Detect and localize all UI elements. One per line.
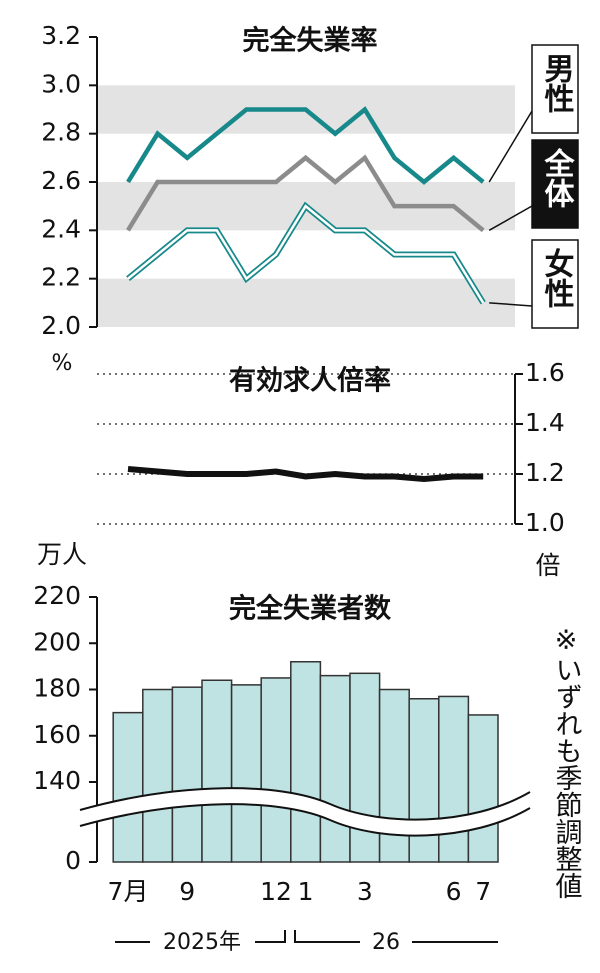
legend-box (531, 239, 579, 329)
x-tick-label: 7 (475, 877, 491, 906)
y-tick-label: 2.0 (41, 311, 81, 340)
bar (438, 695, 470, 863)
x-tick-label: 12 (260, 877, 292, 906)
y-tick-label: 180 (33, 674, 81, 703)
scale-break-edge (79, 787, 531, 821)
legend-label: 全体 (539, 147, 576, 208)
y-tick-label: 2.6 (41, 166, 81, 195)
scale-break-edge (79, 803, 531, 837)
series-line (127, 466, 484, 483)
bracket (255, 930, 286, 943)
series-line (126, 106, 485, 185)
y-tick-label: 3.0 (41, 69, 81, 98)
y-tick-label: 140 (33, 766, 81, 795)
bar (230, 684, 262, 863)
y-tick-label: 1.6 (525, 358, 565, 387)
grid-band (97, 278, 515, 327)
bar (260, 677, 292, 863)
legend-leader (489, 302, 533, 307)
x-tick-label: 3 (357, 877, 373, 906)
legend-box (531, 44, 579, 134)
x-group-label: 26 (372, 930, 400, 955)
chart-title: 完全失業者数 (229, 593, 392, 625)
chart-title: 完全失業率 (243, 25, 378, 57)
y-tick-label: 160 (33, 720, 81, 749)
year-brackets (115, 930, 498, 943)
legend-leader (488, 110, 533, 183)
bar (349, 672, 381, 863)
y-tick-label: 3.2 (41, 21, 81, 50)
bar (142, 688, 174, 863)
x-tick-label: 1 (298, 877, 314, 906)
legend-label: 男性 (539, 53, 575, 113)
y-unit: 倍 (535, 551, 560, 580)
series-line-inner (127, 204, 485, 304)
y-tick-label: 2.2 (41, 263, 81, 292)
series-line (126, 154, 485, 233)
y-tick-label: 2.4 (41, 214, 81, 243)
y-unit: 万人 (37, 540, 87, 569)
bracket (294, 930, 360, 943)
x-tick-label: 6 (446, 877, 462, 906)
bar (319, 674, 351, 863)
x-tick-label: 7月 (108, 877, 149, 906)
bar (201, 679, 233, 863)
chart-title: 有効求人倍率 (229, 365, 391, 397)
bar (467, 714, 499, 863)
y-tick-label: 1.4 (525, 408, 565, 437)
bar (408, 698, 440, 863)
y-tick-label: 1.2 (525, 458, 565, 487)
scale-break (77, 788, 535, 836)
y-tick-label: 1.0 (525, 508, 565, 537)
y-tick-label: 220 (33, 581, 81, 610)
x-tick-label: 9 (179, 877, 195, 906)
y-unit: % (52, 351, 73, 376)
x-group-label: 2025年 (163, 930, 241, 955)
y-tick-label: 2.8 (41, 118, 81, 147)
bar (171, 686, 203, 863)
legend-box (531, 139, 579, 229)
bar (112, 711, 144, 863)
note: ※いずれも季節調整値 (551, 625, 583, 899)
legend-label: 女性 (539, 247, 575, 308)
y-tick-label: 200 (33, 627, 81, 656)
legend-leader (488, 205, 533, 231)
bar (290, 661, 322, 863)
y-tick-label: 0 (65, 846, 81, 875)
